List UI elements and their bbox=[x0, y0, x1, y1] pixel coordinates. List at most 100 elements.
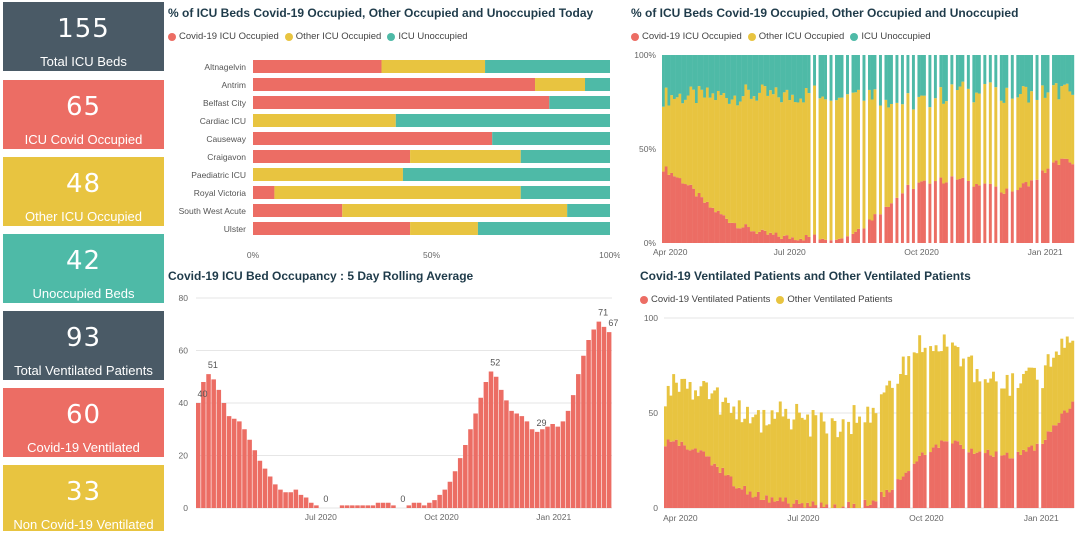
column-segment bbox=[692, 188, 696, 243]
column-segment bbox=[934, 444, 938, 508]
column-segment bbox=[688, 450, 692, 508]
data-bar bbox=[463, 445, 468, 508]
column-segment bbox=[840, 238, 844, 243]
card-total-ventilated[interactable]: 93 Total Ventilated Patients bbox=[3, 311, 164, 380]
column-segment bbox=[895, 55, 899, 103]
column-segment bbox=[1060, 86, 1064, 159]
column-segment bbox=[937, 447, 941, 508]
column-segment bbox=[694, 55, 698, 103]
card-other-icu-occupied[interactable]: 48 Other ICU Occupied bbox=[3, 157, 164, 226]
bar-segment bbox=[520, 186, 610, 199]
column-segment bbox=[933, 181, 937, 243]
column-segment bbox=[740, 489, 744, 508]
column-segment bbox=[708, 207, 712, 243]
legend-item-other-vent[interactable]: Other Ventilated Patients bbox=[776, 294, 892, 305]
column-segment bbox=[849, 434, 853, 508]
bar-segment bbox=[410, 222, 478, 235]
column-segment bbox=[780, 55, 784, 103]
data-bar bbox=[242, 429, 247, 508]
column-segment bbox=[906, 55, 910, 94]
data-bar bbox=[576, 374, 581, 508]
column-segment bbox=[939, 87, 943, 178]
column-segment bbox=[781, 416, 785, 502]
column-segment bbox=[942, 183, 946, 243]
column-segment bbox=[683, 99, 687, 185]
column-segment bbox=[1030, 367, 1034, 446]
column-segment bbox=[667, 174, 671, 243]
column-segment bbox=[692, 89, 696, 189]
column-segment bbox=[683, 55, 687, 100]
column-segment bbox=[1027, 102, 1031, 187]
column-segment bbox=[784, 408, 788, 498]
data-label: 52 bbox=[490, 358, 500, 368]
column-segment bbox=[890, 489, 894, 508]
data-bar bbox=[416, 502, 422, 508]
column-segment bbox=[955, 179, 959, 243]
column-segment bbox=[791, 237, 795, 243]
column-segment bbox=[811, 501, 815, 508]
column-segment bbox=[756, 410, 760, 492]
column-segment bbox=[825, 504, 829, 508]
card-covid-ventilated[interactable]: 60 Covid-19 Ventilated bbox=[3, 388, 164, 457]
legend-item-other[interactable]: Other ICU Occupied bbox=[284, 31, 381, 42]
column-segment bbox=[1024, 370, 1028, 452]
column-segment bbox=[895, 102, 899, 198]
column-segment bbox=[680, 378, 684, 442]
column-segment bbox=[857, 55, 860, 90]
legend-item-covid[interactable]: Covid-19 ICU Occupied bbox=[631, 31, 742, 42]
column-segment bbox=[885, 489, 889, 508]
column-segment bbox=[923, 347, 927, 455]
column-segment bbox=[977, 93, 981, 186]
column-segment bbox=[725, 55, 729, 99]
column-segment bbox=[889, 55, 893, 104]
column-segment bbox=[700, 197, 704, 243]
column-segment bbox=[746, 406, 749, 495]
column-segment bbox=[1030, 445, 1034, 508]
column-segment bbox=[1016, 451, 1020, 508]
legend-item-unocc[interactable]: ICU Unoccupied bbox=[850, 31, 931, 42]
data-bar bbox=[432, 500, 437, 508]
x-tick-label: Jan 2021 bbox=[536, 512, 571, 522]
card-unoccupied-beds[interactable]: 42 Unoccupied Beds bbox=[3, 234, 164, 303]
column-segment bbox=[754, 496, 758, 508]
column-segment bbox=[1019, 187, 1023, 243]
column-segment bbox=[868, 219, 871, 243]
column-segment bbox=[871, 500, 875, 508]
legend-item-covid[interactable]: Covid-19 ICU Occupied bbox=[168, 31, 279, 42]
category-label: Causeway bbox=[206, 134, 246, 144]
column-segment bbox=[975, 184, 979, 243]
column-segment bbox=[752, 231, 756, 243]
column-segment bbox=[1068, 408, 1072, 508]
data-bar bbox=[375, 502, 381, 508]
column-segment bbox=[1071, 340, 1075, 402]
column-segment bbox=[907, 471, 911, 508]
column-segment bbox=[691, 449, 695, 508]
column-segment bbox=[719, 214, 723, 243]
legend-item-other[interactable]: Other ICU Occupied bbox=[747, 31, 844, 42]
column-segment bbox=[760, 55, 764, 85]
card-icu-covid-occupied[interactable]: 65 ICU Covid Occupied bbox=[3, 80, 164, 149]
column-segment bbox=[1068, 55, 1072, 92]
card-value: 48 bbox=[65, 169, 102, 199]
card-total-icu-beds[interactable]: 155 Total ICU Beds bbox=[3, 2, 164, 71]
column-segment bbox=[907, 356, 911, 472]
column-segment bbox=[1052, 357, 1056, 426]
column-segment bbox=[855, 422, 859, 508]
column-segment bbox=[796, 240, 800, 243]
column-segment bbox=[988, 82, 992, 184]
column-segment bbox=[1019, 93, 1023, 188]
covid-dot-icon bbox=[640, 295, 648, 304]
data-bar bbox=[221, 403, 227, 508]
column-segment bbox=[1000, 455, 1004, 508]
column-segment bbox=[705, 87, 709, 202]
column-segment bbox=[986, 382, 990, 450]
card-non-covid-ventilated[interactable]: 33 Non Covid-19 Ventilated bbox=[3, 465, 164, 532]
column-segment bbox=[1046, 431, 1050, 508]
column-segment bbox=[917, 96, 921, 183]
column-segment bbox=[1046, 55, 1050, 93]
column-segment bbox=[911, 55, 915, 110]
legend-item-unocc[interactable]: ICU Unoccupied bbox=[387, 31, 468, 42]
column-segment bbox=[821, 96, 825, 239]
legend-item-covid-vent[interactable]: Covid-19 Ventilated Patients bbox=[640, 294, 770, 305]
